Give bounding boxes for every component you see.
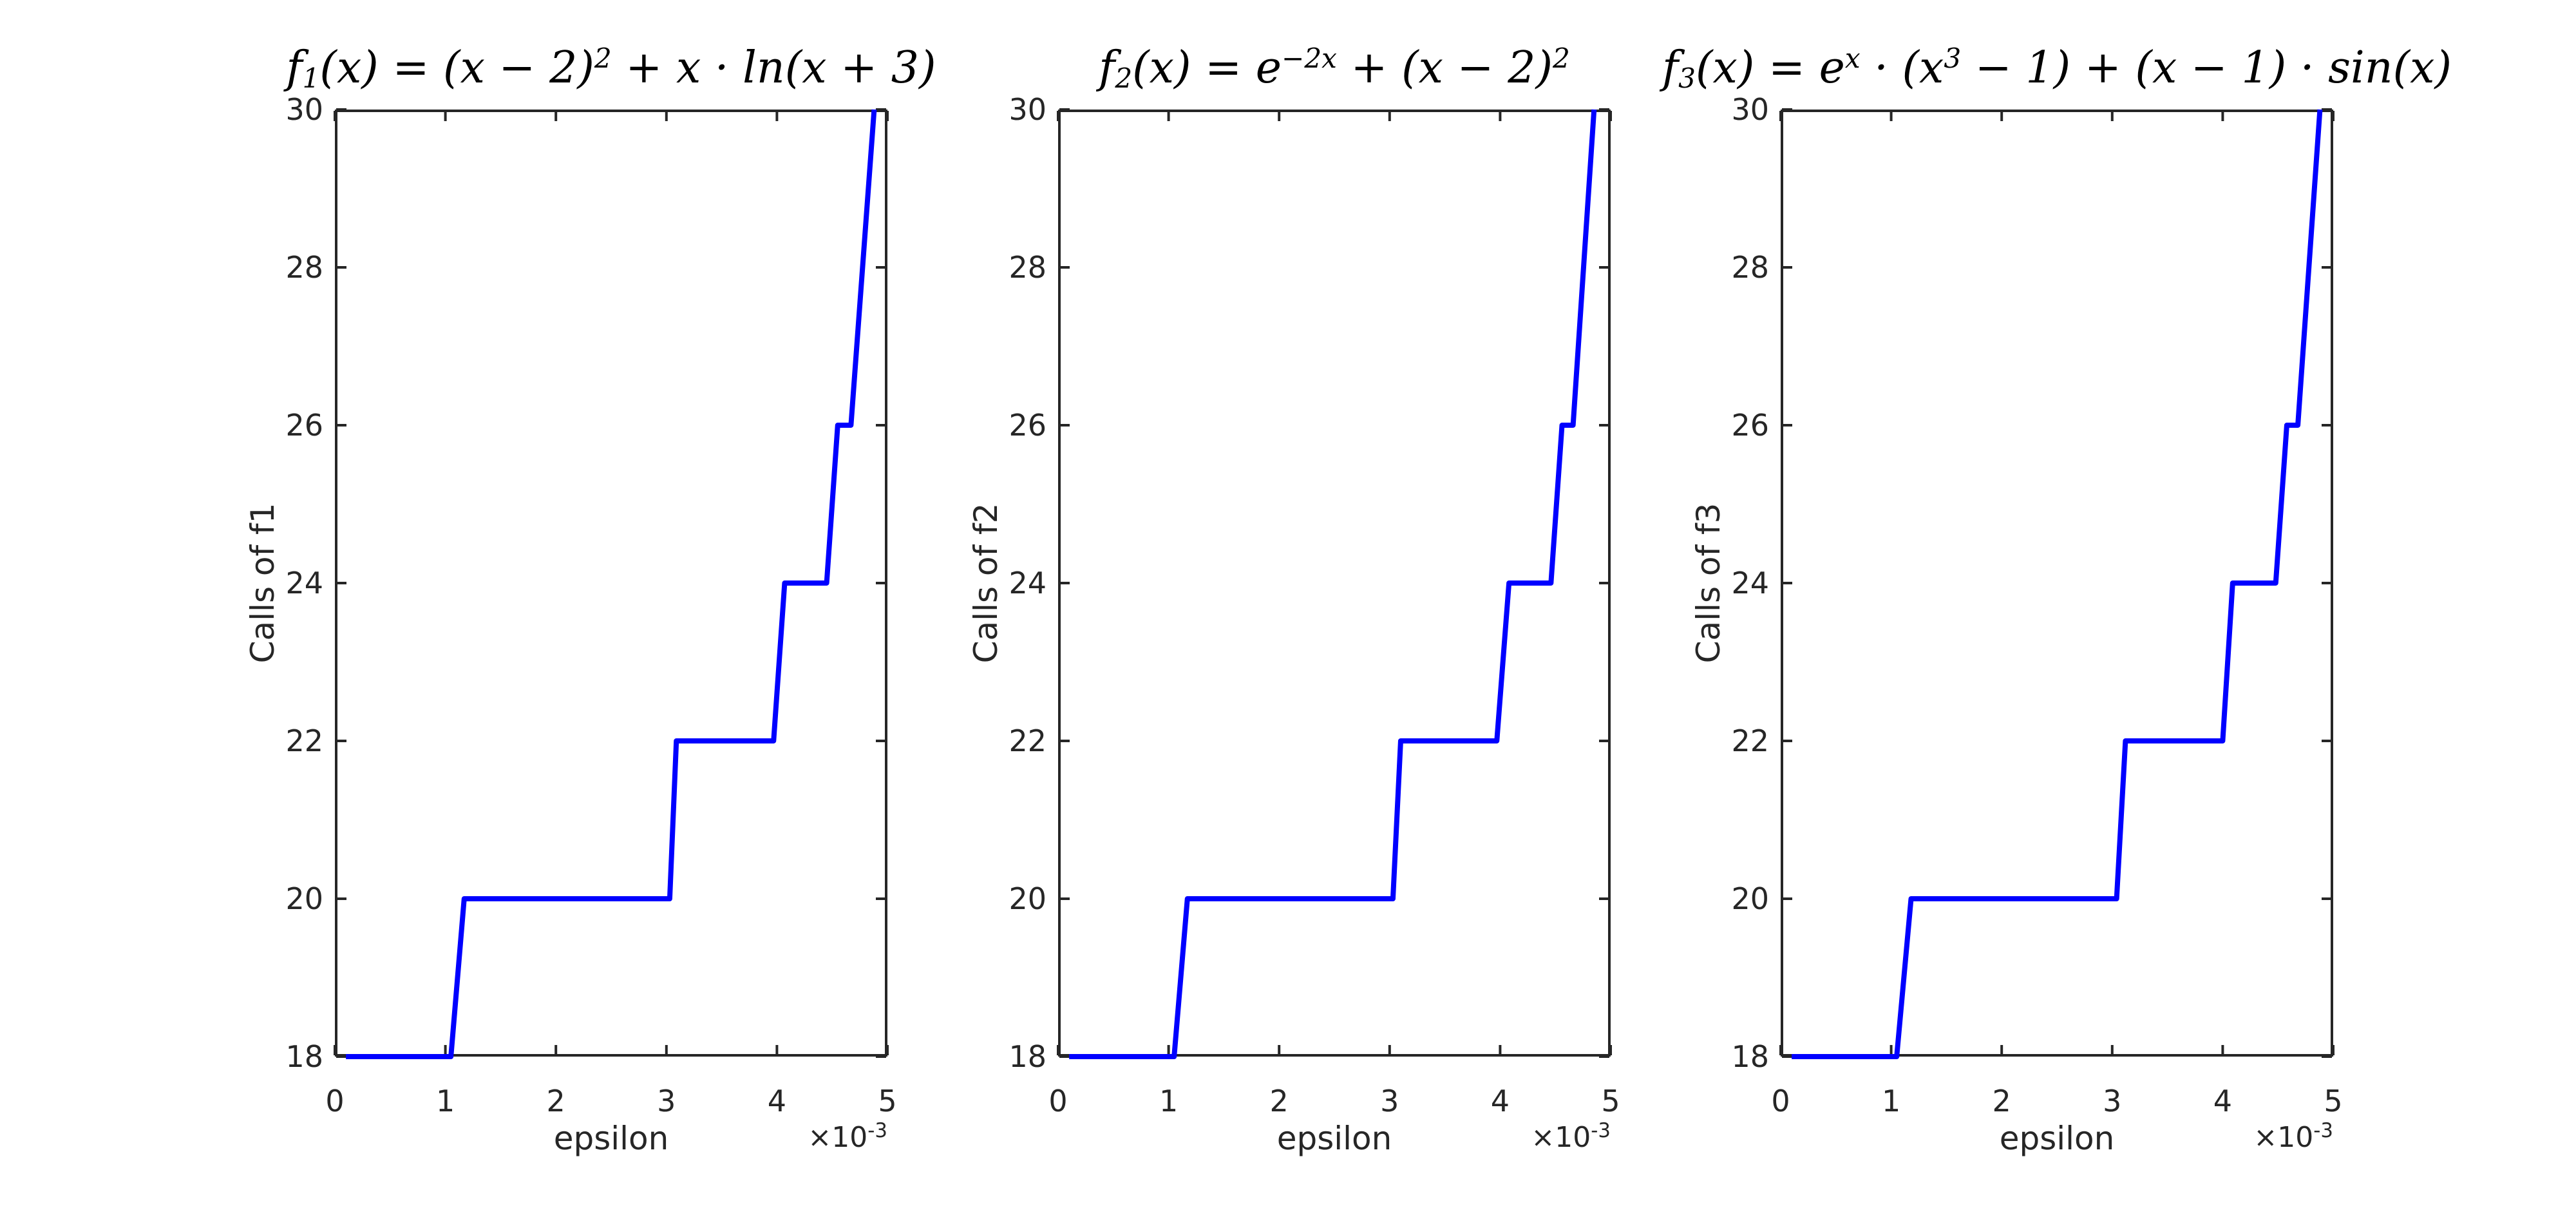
y-tick-label: 18 (1731, 1039, 1769, 1074)
x-tick-label: 0 (1048, 1084, 1068, 1118)
title-segment: + x · ln(x + 3) (611, 43, 936, 94)
title-segment: + (x − 2) (1336, 43, 1553, 94)
y-tick-label: 18 (1009, 1039, 1046, 1074)
subplot-f3: f3(x) = ex · (x3 − 1) + (x − 1) · sin(x)… (1662, 43, 2452, 1155)
title-segment: f (1099, 43, 1115, 94)
x-tick-label: 5 (878, 1084, 897, 1118)
x-tick-label: 0 (1771, 1084, 1790, 1118)
y-tick-label: 22 (1009, 724, 1046, 758)
x-exponent-power: -3 (2313, 1118, 2333, 1142)
x-exponent-power: -3 (1591, 1118, 1611, 1142)
y-axis-label: Calls of f3 (1690, 503, 1727, 664)
x-tick-label: 4 (767, 1084, 787, 1118)
y-tick-label: 26 (285, 408, 323, 443)
plot-title: f2(x) = e−2x + (x − 2)2 (1099, 43, 1570, 94)
title-segment: (x) = e (1132, 43, 1282, 94)
y-tick-label: 24 (285, 566, 323, 600)
x-exponent-base: ×10 (808, 1121, 868, 1154)
y-tick-label: 26 (1731, 408, 1769, 443)
x-tick-label: 5 (2324, 1084, 2343, 1118)
x-tick-label: 5 (1601, 1084, 1620, 1118)
y-axis-label: Calls of f2 (967, 503, 1005, 664)
title-segment: 2 (594, 43, 612, 75)
y-tick-label: 20 (1731, 881, 1769, 916)
title-segment: 1 (302, 62, 320, 94)
title-segment: x (1844, 43, 1861, 75)
y-tick-label: 20 (1009, 881, 1046, 916)
title-segment: f (1662, 43, 1679, 94)
x-tick-label: 1 (1159, 1084, 1179, 1118)
x-tick-label: 2 (1992, 1084, 2011, 1118)
plot-area (334, 108, 889, 1059)
title-segment: 3 (1944, 43, 1962, 75)
x-exponent-label: ×10-3 (1531, 1120, 1611, 1154)
plot-title: f3(x) = ex · (x3 − 1) + (x − 1) · sin(x) (1662, 43, 2452, 94)
title-segment: − 1) + (x − 1) · sin(x) (1961, 43, 2452, 94)
y-tick-label: 28 (1731, 250, 1769, 285)
y-tick-label: 28 (1009, 250, 1046, 285)
y-tick-label: 30 (1731, 92, 1769, 127)
plot-area (1779, 108, 2334, 1059)
x-tick-label: 4 (2213, 1084, 2233, 1118)
subplot-f1: f1(x) = (x − 2)2 + x · ln(x + 3) Calls o… (244, 43, 936, 1155)
x-axis-label: epsilon (553, 1120, 669, 1157)
plot-area (1057, 108, 1612, 1059)
x-tick-label: 3 (2103, 1084, 2122, 1118)
title-segment: (x) = e (1696, 43, 1845, 94)
x-exponent-base: ×10 (2253, 1121, 2314, 1154)
x-tick-label: 3 (657, 1084, 676, 1118)
y-tick-label: 24 (1009, 566, 1046, 600)
x-exponent-base: ×10 (1531, 1121, 1591, 1154)
x-axis-label: epsilon (1276, 1120, 1392, 1157)
x-axis-label: epsilon (1999, 1120, 2115, 1157)
title-segment: · (x (1860, 43, 1944, 94)
subplot-f2: f2(x) = e−2x + (x − 2)2 Calls of f2 epsi… (967, 43, 1620, 1155)
x-tick-label: 3 (1380, 1084, 1399, 1118)
x-tick-label: 0 (325, 1084, 345, 1118)
data-line (1792, 109, 2323, 1059)
y-tick-label: 20 (285, 881, 323, 916)
title-segment: 2 (1115, 62, 1133, 94)
data-line (1069, 109, 1597, 1059)
x-tick-label: 1 (1881, 1084, 1901, 1118)
title-segment: 3 (1678, 62, 1696, 94)
title-segment: (x) = (x − 2) (319, 43, 594, 94)
y-tick-label: 22 (1731, 724, 1769, 758)
y-tick-label: 22 (285, 724, 323, 758)
x-exponent-label: ×10-3 (808, 1120, 887, 1154)
y-tick-label: 30 (285, 92, 323, 127)
title-segment: −2x (1282, 43, 1337, 75)
x-tick-label: 2 (1269, 1084, 1289, 1118)
y-tick-label: 18 (285, 1039, 323, 1074)
y-tick-label: 24 (1731, 566, 1769, 600)
y-axis-label: Calls of f1 (244, 503, 281, 664)
x-exponent-power: -3 (867, 1118, 887, 1142)
y-tick-label: 26 (1009, 408, 1046, 443)
plot-title: f1(x) = (x − 2)2 + x · ln(x + 3) (286, 43, 936, 94)
x-tick-label: 2 (546, 1084, 565, 1118)
x-tick-label: 1 (435, 1084, 455, 1118)
y-tick-label: 28 (285, 250, 323, 285)
data-line (346, 109, 877, 1059)
x-tick-label: 4 (1490, 1084, 1510, 1118)
y-tick-label: 30 (1009, 92, 1046, 127)
title-segment: 2 (1553, 43, 1570, 75)
title-segment: f (286, 43, 303, 94)
x-exponent-label: ×10-3 (2253, 1120, 2333, 1154)
